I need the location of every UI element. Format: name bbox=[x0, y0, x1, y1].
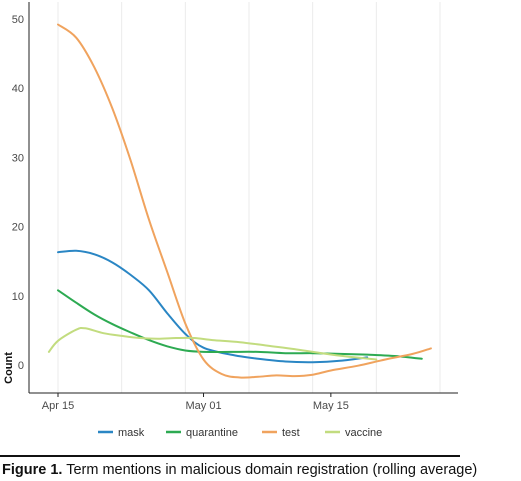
grid-lines bbox=[57, 2, 441, 393]
legend-label-vaccine: vaccine bbox=[345, 427, 382, 439]
x-tick-label: Apr 15 bbox=[42, 400, 74, 412]
x-tick-label: May 15 bbox=[313, 400, 349, 412]
y-axis-ticks: 0 10 20 30 40 50 bbox=[12, 14, 24, 372]
y-axis-title: Count bbox=[3, 352, 15, 384]
series-line-vaccine bbox=[47, 326, 378, 361]
caption-text: Term mentions in malicious domain regist… bbox=[66, 462, 478, 478]
x-axis-ticks: Apr 15 May 01 May 15 bbox=[42, 393, 349, 412]
series-line-mask bbox=[57, 249, 369, 364]
series-line-test bbox=[57, 23, 432, 379]
series-line-quarantine bbox=[57, 289, 423, 360]
legend-label-quarantine: quarantine bbox=[186, 427, 238, 439]
figure-caption: Figure 1. Term mentions in malicious dom… bbox=[2, 461, 521, 479]
legend-label-mask: mask bbox=[118, 427, 145, 439]
y-tick-label: 40 bbox=[12, 83, 24, 95]
legend-label-test: test bbox=[282, 427, 300, 439]
y-tick-label: 50 bbox=[12, 14, 24, 26]
figure-label: Figure 1. bbox=[2, 462, 63, 478]
y-tick-label: 0 bbox=[18, 360, 24, 372]
y-tick-label: 30 bbox=[12, 152, 24, 164]
x-tick-label: May 01 bbox=[185, 400, 221, 412]
y-tick-label: 20 bbox=[12, 222, 24, 234]
legend: mask quarantine test vaccine bbox=[98, 427, 382, 439]
series-lines bbox=[47, 23, 432, 379]
y-tick-label: 10 bbox=[12, 291, 24, 303]
caption-rule bbox=[0, 455, 460, 457]
